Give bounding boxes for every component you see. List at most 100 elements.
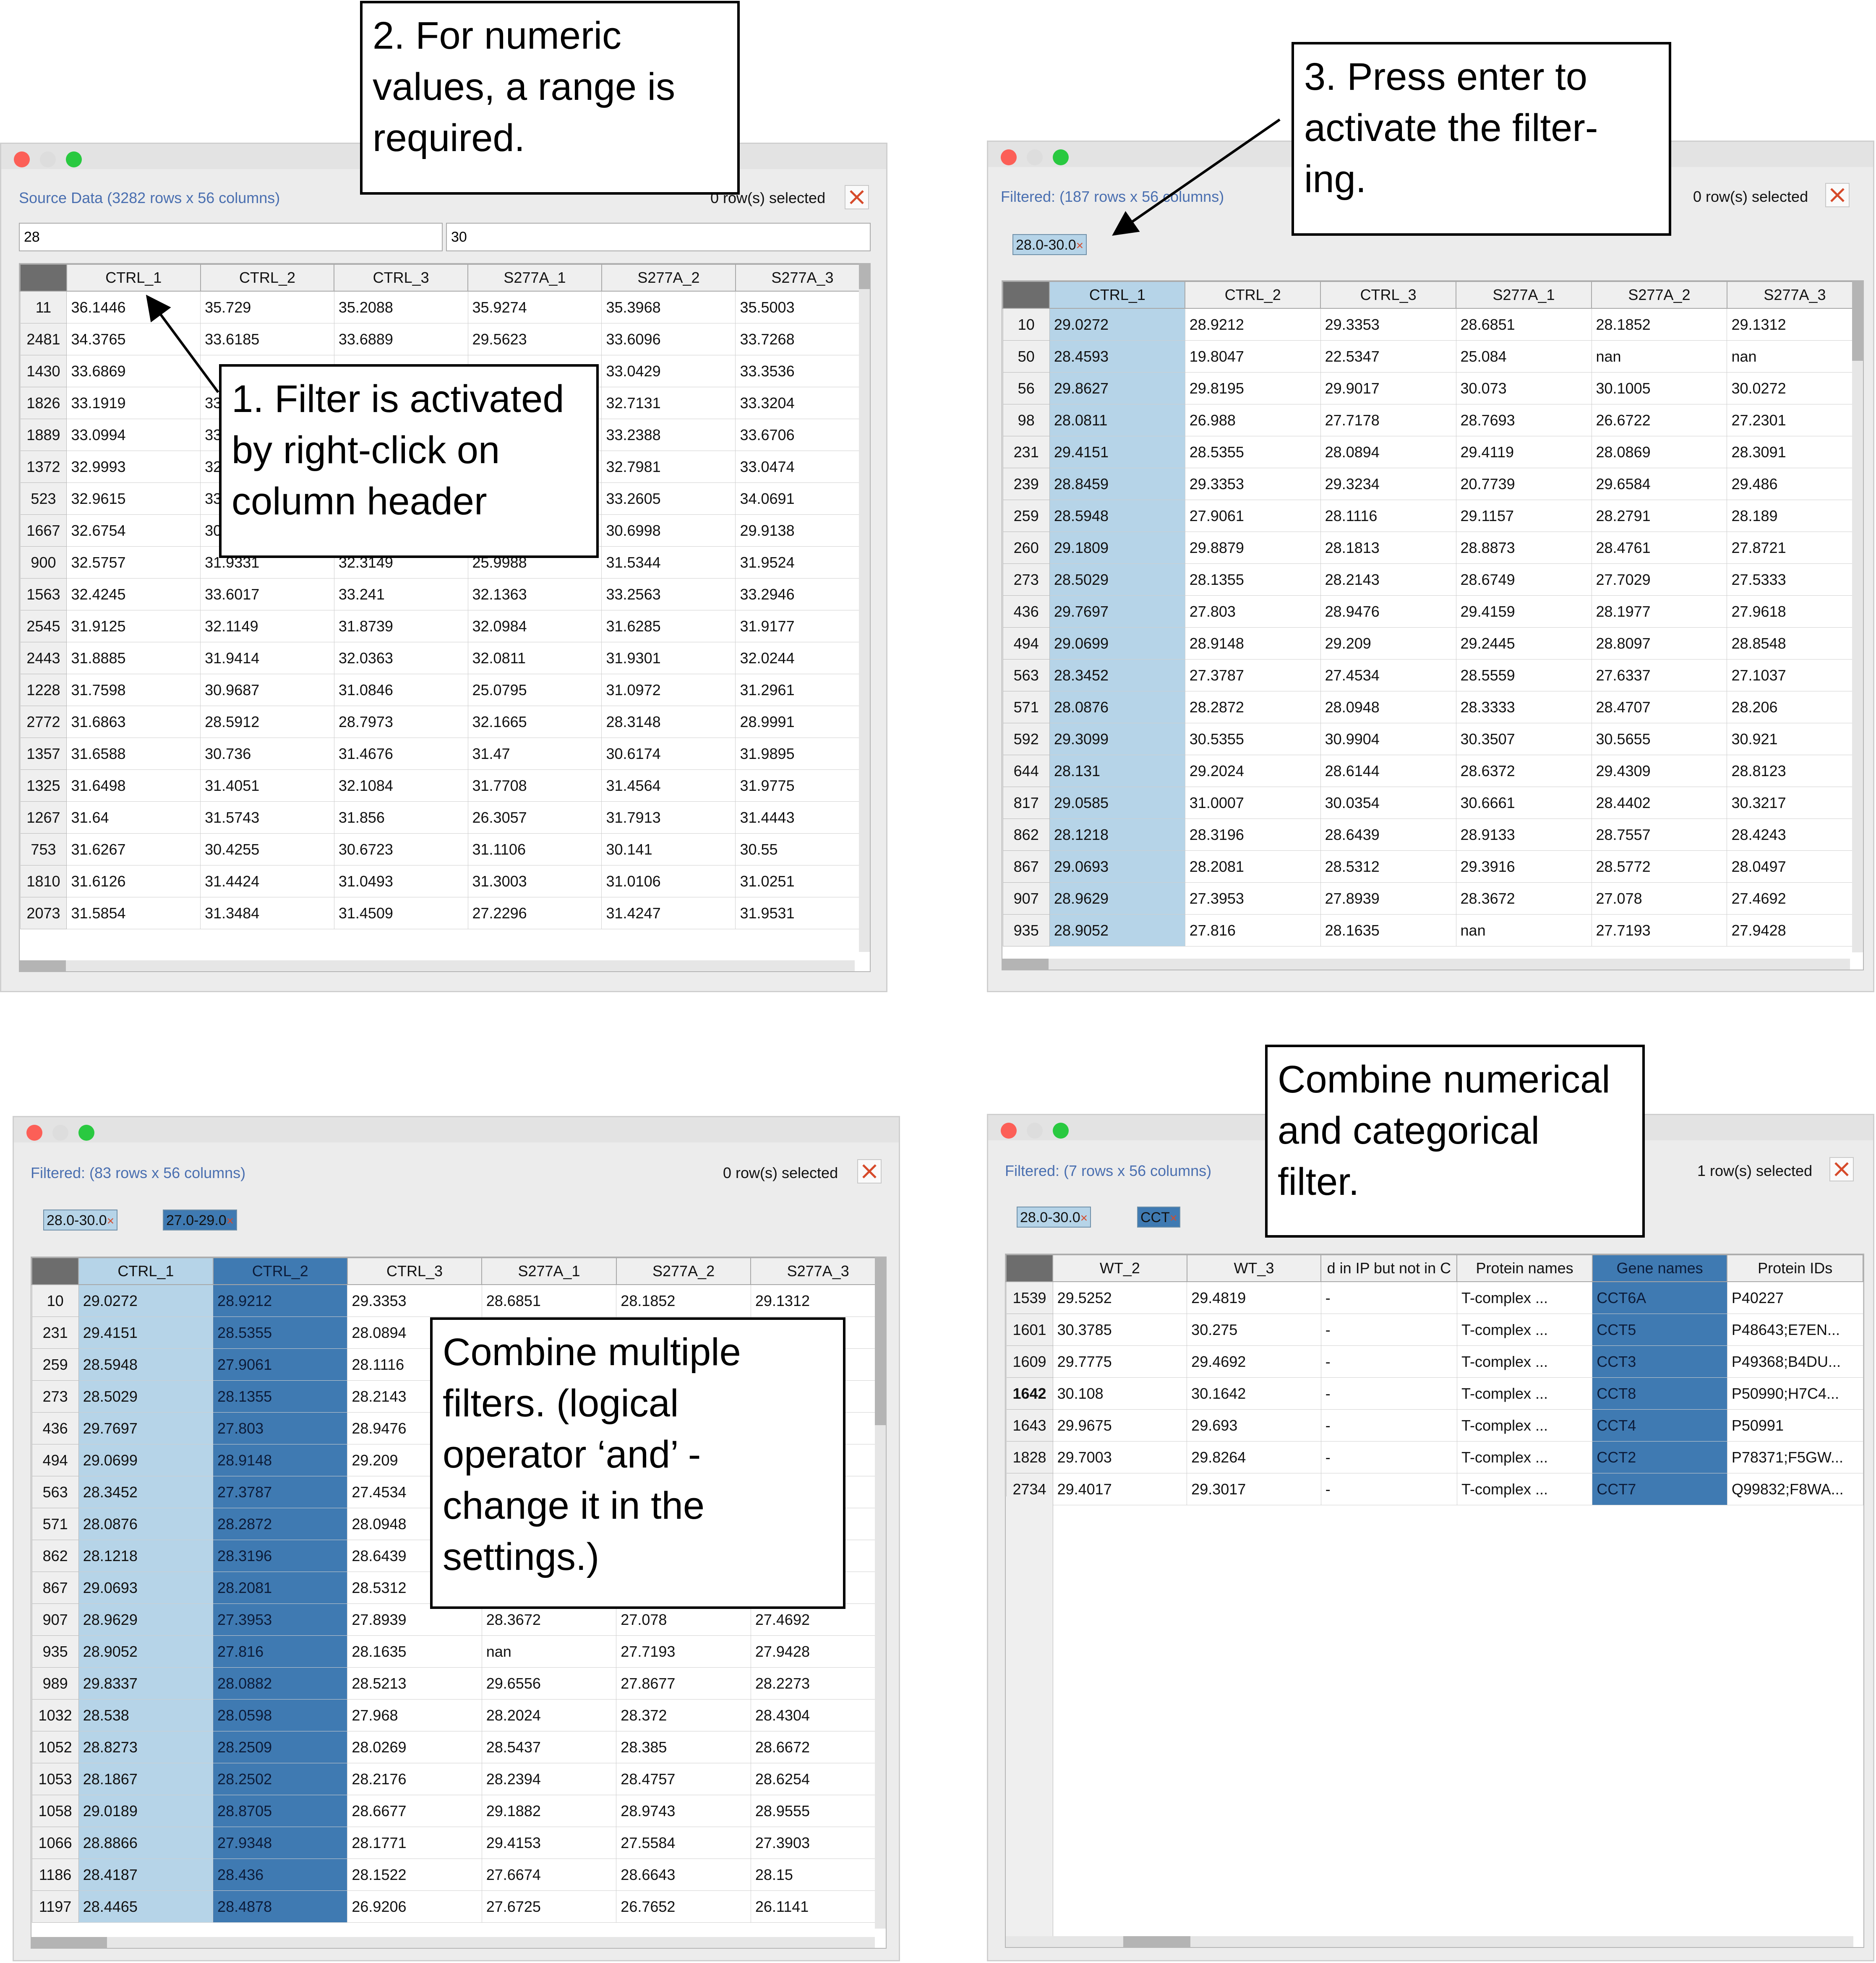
column-header[interactable]: WT_2 [1052,1254,1187,1282]
table-cell[interactable]: 29.8337 [78,1667,214,1700]
table-cell[interactable]: 26.988 [1185,404,1321,436]
table-cell[interactable]: 25.084 [1456,340,1592,373]
table-cell[interactable]: 29.0189 [78,1795,214,1827]
table-cell[interactable]: 28.1116 [1320,500,1456,532]
table-row[interactable]: 1642 30.108 30.1642- T-complex ... CCT8 P5099… [1006,1377,1863,1410]
vertical-scrollbar[interactable] [859,264,870,952]
table-cell[interactable]: 30.275 [1187,1314,1321,1346]
table-cell[interactable]: 30.55 [735,833,870,865]
table-cell[interactable]: 28.1867 [78,1763,214,1795]
table-cell[interactable]: 31.6285 [601,610,736,642]
table-cell[interactable]: 31.4247 [601,897,736,929]
table-cell[interactable]: CCT3 [1592,1345,1727,1378]
table-cell[interactable]: 28.0882 [213,1667,348,1700]
table-cell[interactable]: 29.0585 [1049,787,1185,819]
table-cell[interactable]: T-complex ... [1456,1441,1593,1473]
table-cell[interactable]: 31.5854 [66,897,201,929]
table-cell[interactable]: CCT6A [1592,1281,1727,1314]
table-cell[interactable]: 29.1809 [1049,532,1185,564]
table-row[interactable]: 935 28.9052 27.816 28.1635 nan 27.7193 27.9428 [1002,914,1863,946]
table-cell[interactable]: 27.8677 [616,1667,751,1700]
column-header[interactable]: Protein names [1456,1254,1593,1282]
close-window-button[interactable] [26,1125,42,1141]
table-cell[interactable]: 31.6498 [66,769,201,802]
column-header[interactable]: S277A_1 [481,1257,617,1285]
table-cell[interactable]: 28.3333 [1456,691,1592,723]
table-cell[interactable]: T-complex ... [1456,1473,1593,1505]
table-cell[interactable]: 28.2791 [1591,500,1727,532]
table-cell[interactable]: 27.7193 [1591,914,1727,946]
table-cell[interactable]: 31.6863 [66,706,201,738]
table-row[interactable]: 10 29.0272 28.9212 29.3353 28.6851 28.1852 29.… [31,1284,886,1317]
row-index[interactable]: 1228 [20,674,67,706]
row-index[interactable]: 1601 [1006,1314,1053,1346]
table-cell[interactable]: 33.6869 [66,355,201,387]
table-cell[interactable]: 28.0598 [213,1699,348,1731]
row-index[interactable]: 231 [31,1316,79,1349]
table-cell[interactable]: 29.3916 [1456,850,1592,883]
table-cell[interactable]: 27.9348 [213,1827,348,1859]
row-index[interactable]: 1609 [1006,1345,1053,1378]
row-index[interactable]: 436 [31,1412,79,1444]
table-row[interactable]: 231 29.4151 28.5355 28.0894 29.4119 28.0869 28… [1002,436,1863,468]
row-index[interactable]: 259 [31,1348,79,1381]
table-cell[interactable]: 27.3903 [750,1827,886,1859]
table-cell[interactable]: 27.803 [1185,595,1321,628]
table-cell[interactable]: 34.0691 [735,482,870,515]
filter-chip[interactable]: CCT× [1137,1207,1181,1228]
horizontal-scrollbar[interactable] [20,960,855,971]
table-cell[interactable]: 27.8939 [1320,882,1456,915]
row-index[interactable]: 644 [1002,755,1050,787]
table-row[interactable]: 2481 34.3765 33.6185 33.6889 29.5623 33.6096 3… [20,323,870,355]
minimize-window-button[interactable] [1027,149,1043,165]
table-cell[interactable]: 30.1005 [1591,372,1727,404]
row-index[interactable]: 10 [1002,308,1050,341]
table-cell[interactable]: 32.0244 [735,642,870,674]
table-cell[interactable]: 33.3536 [735,355,870,387]
table-cell[interactable]: 33.1919 [66,387,201,419]
table-row[interactable]: 1058 29.0189 28.8705 28.6677 29.1882 28.9743 2… [31,1795,886,1827]
table-cell[interactable]: 28.3091 [1727,436,1863,468]
column-header[interactable]: S277A_2 [616,1257,751,1285]
minimize-window-button[interactable] [40,151,56,167]
table-cell[interactable]: 28.538 [78,1699,214,1731]
table-cell[interactable]: 30.4255 [200,833,334,865]
close-window-button[interactable] [1001,1123,1017,1139]
table-cell[interactable]: 28.5355 [1185,436,1321,468]
remove-filter-icon[interactable]: × [1080,1211,1088,1225]
table-cell[interactable]: 28.9476 [1320,595,1456,628]
table-corner[interactable] [1006,1254,1054,1282]
table-cell[interactable]: 28.0894 [1320,436,1456,468]
table-cell[interactable]: 28.8273 [78,1731,214,1763]
table-cell[interactable]: 28.5029 [1049,563,1185,596]
column-header[interactable]: CTRL_3 [347,1257,483,1285]
table-cell[interactable]: 27.6725 [481,1890,617,1923]
table-cell[interactable]: 28.1218 [78,1540,214,1572]
row-index[interactable]: 2443 [20,642,67,674]
table-row[interactable]: 817 29.0585 31.0007 30.0354 30.6661 28.4402 30… [1002,787,1863,819]
table-cell[interactable]: 28.0269 [347,1731,482,1763]
table-cell[interactable]: 28.5029 [78,1380,214,1413]
table-row[interactable]: 989 29.8337 28.0882 28.5213 29.6556 27.8677 28… [31,1667,886,1700]
table-cell[interactable]: 29.3017 [1187,1473,1321,1505]
table-cell[interactable]: 28.5437 [481,1731,617,1763]
table-cell[interactable]: 31.4676 [334,738,468,770]
table-row[interactable]: 1053 28.1867 28.2502 28.2176 28.2394 28.4757 2… [31,1763,886,1795]
table-cell[interactable]: 29.0272 [1049,308,1185,341]
filter-min-input[interactable] [19,223,443,251]
table-row[interactable]: 259 28.5948 27.9061 28.1116 29.1157 28.2791 28… [1002,500,1863,532]
column-header[interactable]: CTRL_2 [1185,281,1321,309]
table-cell[interactable]: 32.0811 [467,642,602,674]
row-index[interactable]: 259 [1002,500,1050,532]
zoom-window-button[interactable] [78,1125,94,1141]
row-index[interactable]: 1642 [1006,1377,1053,1410]
table-cell[interactable]: 31.9301 [601,642,736,674]
clear-filter-button[interactable] [845,185,869,209]
row-index[interactable]: 563 [31,1476,79,1508]
table-cell[interactable]: 27.5584 [616,1827,751,1859]
row-index[interactable]: 1539 [1006,1281,1053,1314]
table-cell[interactable]: 29.4119 [1456,436,1592,468]
column-header[interactable]: CTRL_2 [212,1257,348,1285]
table-cell[interactable]: 32.7131 [601,387,736,419]
table-row[interactable]: 1643 29.9675 29.693- T-complex ... CCT4 P5099… [1006,1409,1863,1442]
